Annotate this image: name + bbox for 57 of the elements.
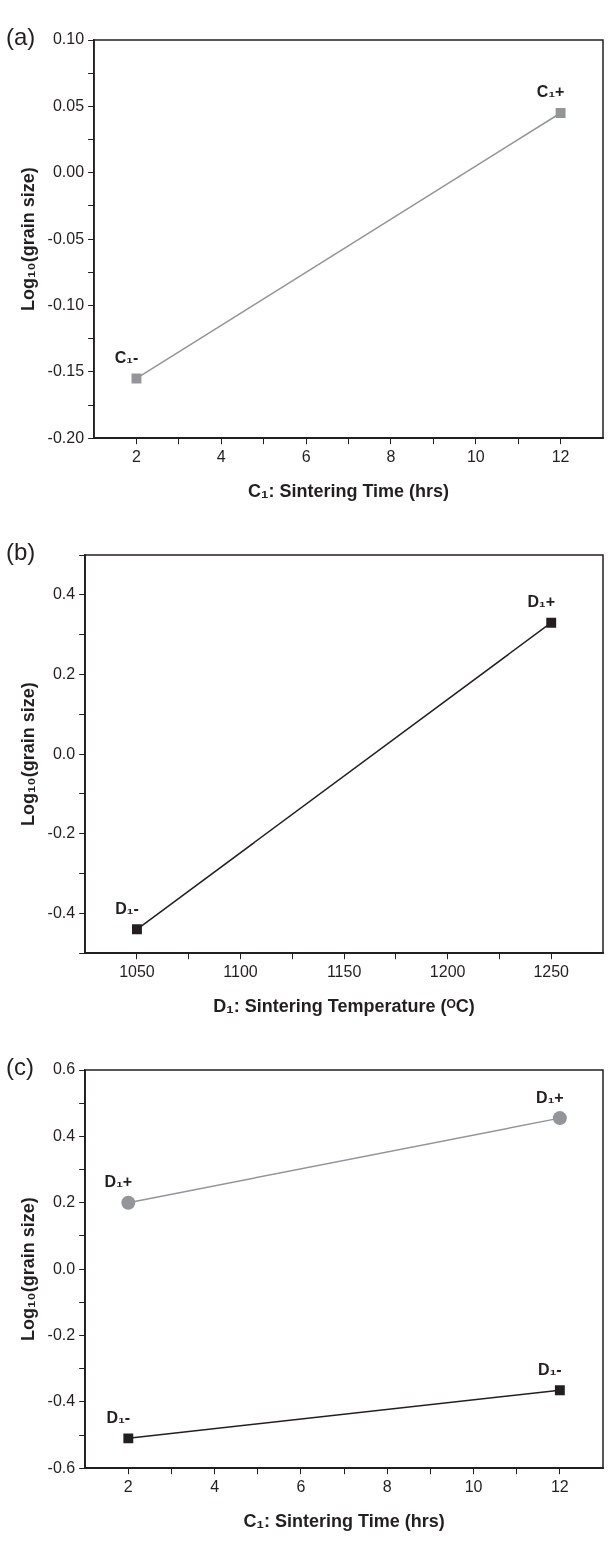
x-tick-label: 4: [216, 448, 226, 466]
y-tick-label: -0.05: [47, 229, 85, 247]
chart-title: (c): [6, 1052, 34, 1080]
y-tick-label: 0.4: [52, 585, 76, 603]
y-tick-label: -0.2: [47, 824, 76, 842]
x-tick-label: 2: [123, 1478, 133, 1496]
y-tick-label: -0.20: [47, 428, 85, 446]
y-tick-label: -0.15: [47, 362, 85, 380]
y-tick-label: -0.4: [47, 1392, 76, 1410]
annotation: C₁-: [114, 348, 139, 366]
y-tick-label: 0.4: [52, 1126, 76, 1144]
y-tick-label: 0.10: [52, 30, 85, 48]
y-tick-label: 0.2: [52, 1193, 76, 1211]
point: [554, 1385, 565, 1396]
y-axis-title: Log₁₀(grain size): [17, 167, 38, 311]
annotation: D₁+: [527, 593, 555, 611]
annotation: D₁-: [538, 1360, 562, 1378]
y-tick-label: -0.10: [47, 295, 85, 313]
x-tick-label: 12: [551, 448, 570, 466]
point: [121, 1195, 136, 1210]
chart-title: (a): [6, 22, 36, 50]
annotation: D₁+: [536, 1088, 564, 1106]
x-tick-label: 8: [382, 1478, 392, 1496]
x-tick-label: 4: [210, 1478, 220, 1496]
y-tick-label: -0.6: [47, 1458, 76, 1476]
x-tick-label: 12: [550, 1478, 569, 1496]
x-tick-label: 10: [466, 448, 485, 466]
y-tick-label: 0.00: [52, 163, 85, 181]
x-tick-label: 10: [464, 1478, 483, 1496]
x-tick-label: 6: [301, 448, 311, 466]
x-tick-label: 1050: [119, 963, 155, 981]
y-tick-label: 0.0: [52, 1259, 76, 1277]
point: [552, 1111, 567, 1126]
chart-title: (b): [6, 537, 36, 565]
x-axis-title: C₁: Sintering Time (hrs): [243, 1511, 445, 1532]
y-tick-label: 0.6: [52, 1060, 76, 1078]
annotation: D₁-: [115, 899, 139, 917]
y-axis-title: Log₁₀(grain size): [17, 1197, 38, 1341]
x-tick-label: 8: [386, 448, 396, 466]
y-tick-label: -0.2: [47, 1325, 76, 1343]
x-tick-label: 1200: [429, 963, 466, 981]
y-tick-label: -0.4: [47, 903, 76, 921]
y-tick-label: 0.2: [52, 664, 76, 682]
x-axis-title: D₁: Sintering Temperature (ᴼC): [213, 996, 475, 1017]
y-tick-label: 0.0: [52, 744, 76, 762]
x-axis-title: C₁: Sintering Time (hrs): [247, 481, 450, 502]
point: [123, 1433, 134, 1444]
annotation: D₁-: [106, 1408, 131, 1426]
x-tick-label: 6: [296, 1478, 306, 1496]
y-tick-label: 0.05: [52, 96, 85, 114]
annotation: C₁+: [536, 83, 565, 101]
y-axis-title: Log₁₀(grain size): [17, 682, 38, 826]
annotation: D₁+: [104, 1173, 133, 1191]
x-tick-label: 1150: [326, 963, 362, 981]
x-tick-label: 1250: [533, 963, 570, 981]
x-tick-label: 1100: [223, 963, 258, 981]
x-tick-label: 2: [132, 448, 142, 466]
